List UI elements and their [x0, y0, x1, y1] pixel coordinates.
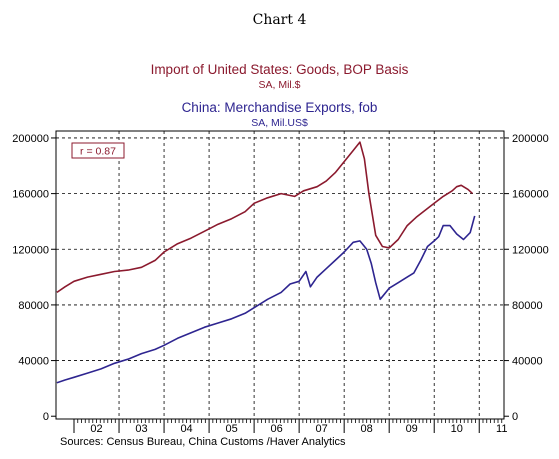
x-tick-label: 11: [496, 423, 507, 435]
correlation-label: r = 0.87: [80, 146, 116, 158]
exports-series-line: [56, 215, 476, 384]
y-tick-label-right: 80000: [512, 300, 543, 312]
y-tick-label-right: 0: [512, 411, 518, 423]
y-tick-label-left: 120000: [12, 244, 49, 256]
x-tick-label: 02: [90, 423, 102, 435]
y-tick-label-left: 200000: [12, 133, 49, 145]
x-tick-label: 08: [361, 423, 373, 435]
chart-title: Chart 4: [252, 12, 307, 28]
x-tick-label: 07: [316, 423, 328, 435]
x-tick-label: 06: [270, 423, 282, 435]
y-tick-label-left: 160000: [12, 189, 49, 201]
exports-series-unit: SA, Mil.US$: [251, 117, 308, 129]
exports-series-title: China: Merchandise Exports, fob: [181, 100, 378, 115]
x-tick-label: 09: [406, 423, 418, 435]
source-note: Sources: Census Bureau, China Customs /H…: [60, 436, 346, 448]
imports-series-unit: SA, Mil.$: [258, 79, 301, 91]
y-tick-label-left: 0: [43, 411, 49, 423]
plot-frame: [55, 130, 505, 420]
imports-series-title: Import of United States: Goods, BOP Basi…: [150, 62, 409, 77]
y-tick-label-right: 40000: [512, 356, 543, 368]
x-tick-label: 05: [225, 423, 237, 435]
correlation-box: [71, 142, 125, 159]
y-tick-label-left: 80000: [18, 300, 49, 312]
y-tick-label-right: 200000: [512, 133, 549, 145]
y-tick-label-right: 120000: [512, 244, 549, 256]
x-tick-label: 10: [451, 423, 463, 435]
y-tick-label-left: 40000: [18, 356, 49, 368]
y-tick-label-right: 160000: [512, 189, 549, 201]
imports-series-line: [56, 141, 474, 294]
x-tick-label: 03: [135, 423, 147, 435]
x-tick-label: 04: [180, 423, 192, 435]
